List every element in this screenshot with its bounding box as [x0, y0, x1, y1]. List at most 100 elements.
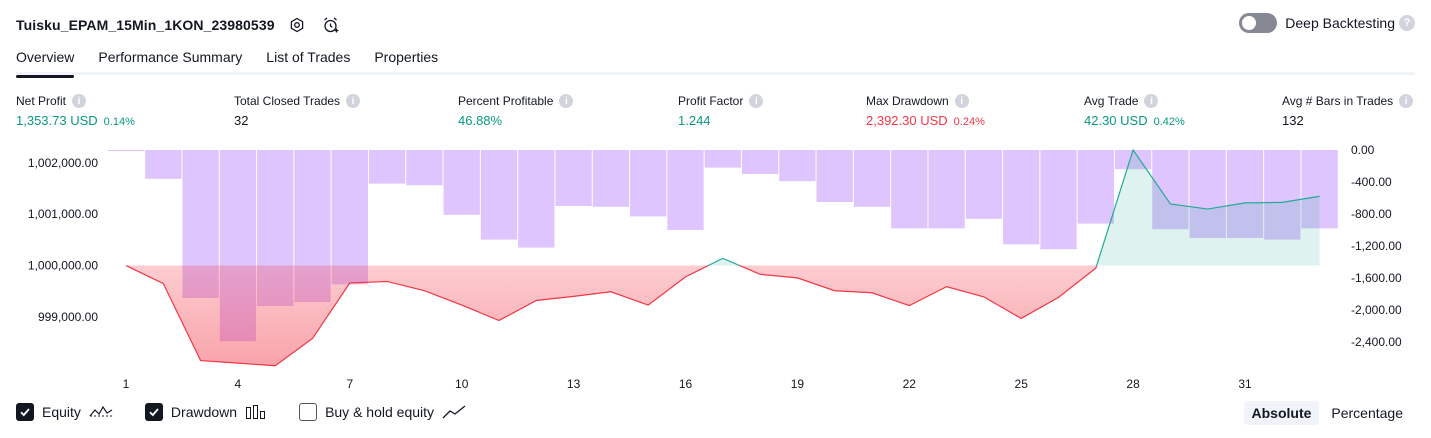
info-icon[interactable]: i [955, 94, 969, 108]
drawdown-bar [817, 150, 853, 202]
metric-net-profit: Net Profit i 1,353.73 USD 0.14% [16, 94, 135, 128]
drawdown-bar [705, 150, 741, 168]
tab-list-of-trades[interactable]: List of Trades [266, 44, 350, 75]
metric-value: 42.30 USD [1084, 113, 1148, 128]
legend-drawdown[interactable]: Drawdown [145, 403, 267, 421]
metric-label: Net Profit [16, 94, 66, 108]
drawdown-bar [630, 150, 666, 216]
metrics-row: Net Profit i 1,353.73 USD 0.14% Total Clos… [16, 94, 1415, 134]
drawdown-tick-label: -800.00 [1351, 207, 1392, 221]
tab-performance-summary[interactable]: Performance Summary [98, 44, 242, 75]
drawdown-bar [369, 150, 405, 184]
metric-value: 1,353.73 USD [16, 113, 98, 128]
settings-gear-icon[interactable] [285, 13, 309, 37]
legend-label: Buy & hold equity [325, 404, 434, 420]
metric-label: Max Drawdown [866, 94, 949, 108]
x-tick-label: 22 [903, 377, 917, 391]
equity-tick-label: 1,000,000.00 [28, 259, 98, 273]
drawdown-bar [667, 150, 703, 230]
metric-value: 32 [234, 113, 248, 128]
drawdown-bar [481, 150, 517, 240]
help-icon[interactable]: ? [1399, 15, 1415, 31]
chart-legend: Equity Drawdown Buy & hold equity [16, 403, 498, 421]
info-icon[interactable]: i [559, 94, 573, 108]
info-icon[interactable]: i [346, 94, 360, 108]
x-tick-label: 1 [123, 377, 130, 391]
drawdown-tick-label: -1,200.00 [1351, 239, 1402, 253]
drawdown-bar [1040, 150, 1076, 249]
drawdown-bar [966, 150, 1002, 219]
info-icon[interactable]: i [1144, 94, 1158, 108]
report-tabs: Overview Performance Summary List of Tra… [16, 44, 1415, 75]
drawdown-tick-label: -2,400.00 [1351, 335, 1402, 349]
x-tick-label: 13 [567, 377, 581, 391]
drawdown-bar [779, 150, 815, 181]
trade-number-axis: 1 4 7 10 13 16 19 22 25 28 31 [123, 377, 1252, 391]
info-icon[interactable]: i [1399, 94, 1413, 108]
metric-label: Percent Profitable [458, 94, 553, 108]
drawdown-tick-label: -400.00 [1351, 175, 1392, 189]
x-tick-label: 10 [455, 377, 469, 391]
drawdown-tick-label: -2,000.00 [1351, 303, 1402, 317]
equity-checkbox[interactable] [16, 403, 34, 421]
drawdown-bar [518, 150, 554, 248]
metric-value: 132 [1282, 113, 1304, 128]
drawdown-checkbox[interactable] [145, 403, 163, 421]
info-icon[interactable]: i [749, 94, 763, 108]
legend-label: Drawdown [171, 404, 237, 420]
x-tick-label: 19 [791, 377, 805, 391]
metric-value: 2,392.30 USD [866, 113, 948, 128]
percentage-button[interactable]: Percentage [1323, 401, 1411, 425]
metric-percent: 0.14% [104, 116, 135, 128]
drawdown-bar [406, 150, 442, 185]
add-alert-clock-icon[interactable] [319, 13, 343, 37]
x-tick-label: 28 [1126, 377, 1140, 391]
metric-value: 46.88% [458, 113, 502, 128]
metric-total-closed-trades: Total Closed Trades i 32 [234, 94, 360, 128]
drawdown-bar [742, 150, 778, 174]
metric-avg-trade: Avg Trade i 42.30 USD 0.42% [1084, 94, 1185, 128]
drawdown-bar [555, 150, 591, 206]
metric-label: Profit Factor [678, 94, 743, 108]
metric-percent: 0.24% [954, 116, 985, 128]
metric-profit-factor: Profit Factor i 1.244 [678, 94, 763, 128]
x-tick-label: 16 [679, 377, 693, 391]
absolute-button[interactable]: Absolute [1244, 401, 1320, 425]
equity-tick-label: 999,000.00 [38, 310, 98, 324]
drawdown-bar [928, 150, 964, 228]
metric-avg-bars-in-trades: Avg # Bars in Trades i 132 [1282, 94, 1413, 128]
metric-max-drawdown: Max Drawdown i 2,392.30 USD 0.24% [866, 94, 985, 128]
equity-line-icon [89, 404, 113, 420]
legend-buy-hold-equity[interactable]: Buy & hold equity [299, 403, 466, 421]
drawdown-bar [1003, 150, 1039, 244]
deep-backtesting: Deep Backtesting ? [1239, 13, 1415, 33]
metric-label: Avg # Bars in Trades [1282, 94, 1393, 108]
equity-tick-label: 1,002,000.00 [28, 156, 98, 170]
equity-tick-label: 1,001,000.00 [28, 207, 98, 221]
metric-label: Avg Trade [1084, 94, 1138, 108]
tab-properties[interactable]: Properties [374, 44, 438, 75]
x-tick-label: 7 [346, 377, 353, 391]
deep-backtesting-toggle[interactable] [1239, 13, 1277, 33]
scale-toggle: Absolute Percentage [1240, 401, 1412, 425]
metric-percent-profitable: Percent Profitable i 46.88% [458, 94, 573, 128]
bars-icon [245, 404, 267, 420]
deep-backtesting-label: Deep Backtesting [1285, 15, 1395, 31]
metric-value: 1.244 [678, 113, 711, 128]
info-icon[interactable]: i [72, 94, 86, 108]
drawdown-axis: 0.00 -400.00 -800.00 -1,200.00 -1,600.00 -2,0… [1351, 143, 1402, 349]
equity-drawdown-chart: 1,002,000.00 1,001,000.00 1,000,000.00 999,… [0, 138, 1431, 396]
strategy-title: Tuisku_EPAM_15Min_1KON_23980539 [16, 17, 275, 33]
strategy-header: Tuisku_EPAM_15Min_1KON_23980539 [16, 12, 343, 38]
legend-label: Equity [42, 404, 81, 420]
x-tick-label: 4 [235, 377, 242, 391]
tab-overview[interactable]: Overview [16, 44, 74, 75]
x-tick-label: 31 [1238, 377, 1252, 391]
drawdown-tick-label: 0.00 [1351, 143, 1375, 157]
buy-hold-checkbox[interactable] [299, 403, 317, 421]
drawdown-tick-label: -1,600.00 [1351, 271, 1402, 285]
drawdown-bar [444, 150, 480, 215]
drawdown-bar [332, 150, 368, 284]
drawdown-bar [108, 150, 144, 151]
legend-equity[interactable]: Equity [16, 403, 113, 421]
